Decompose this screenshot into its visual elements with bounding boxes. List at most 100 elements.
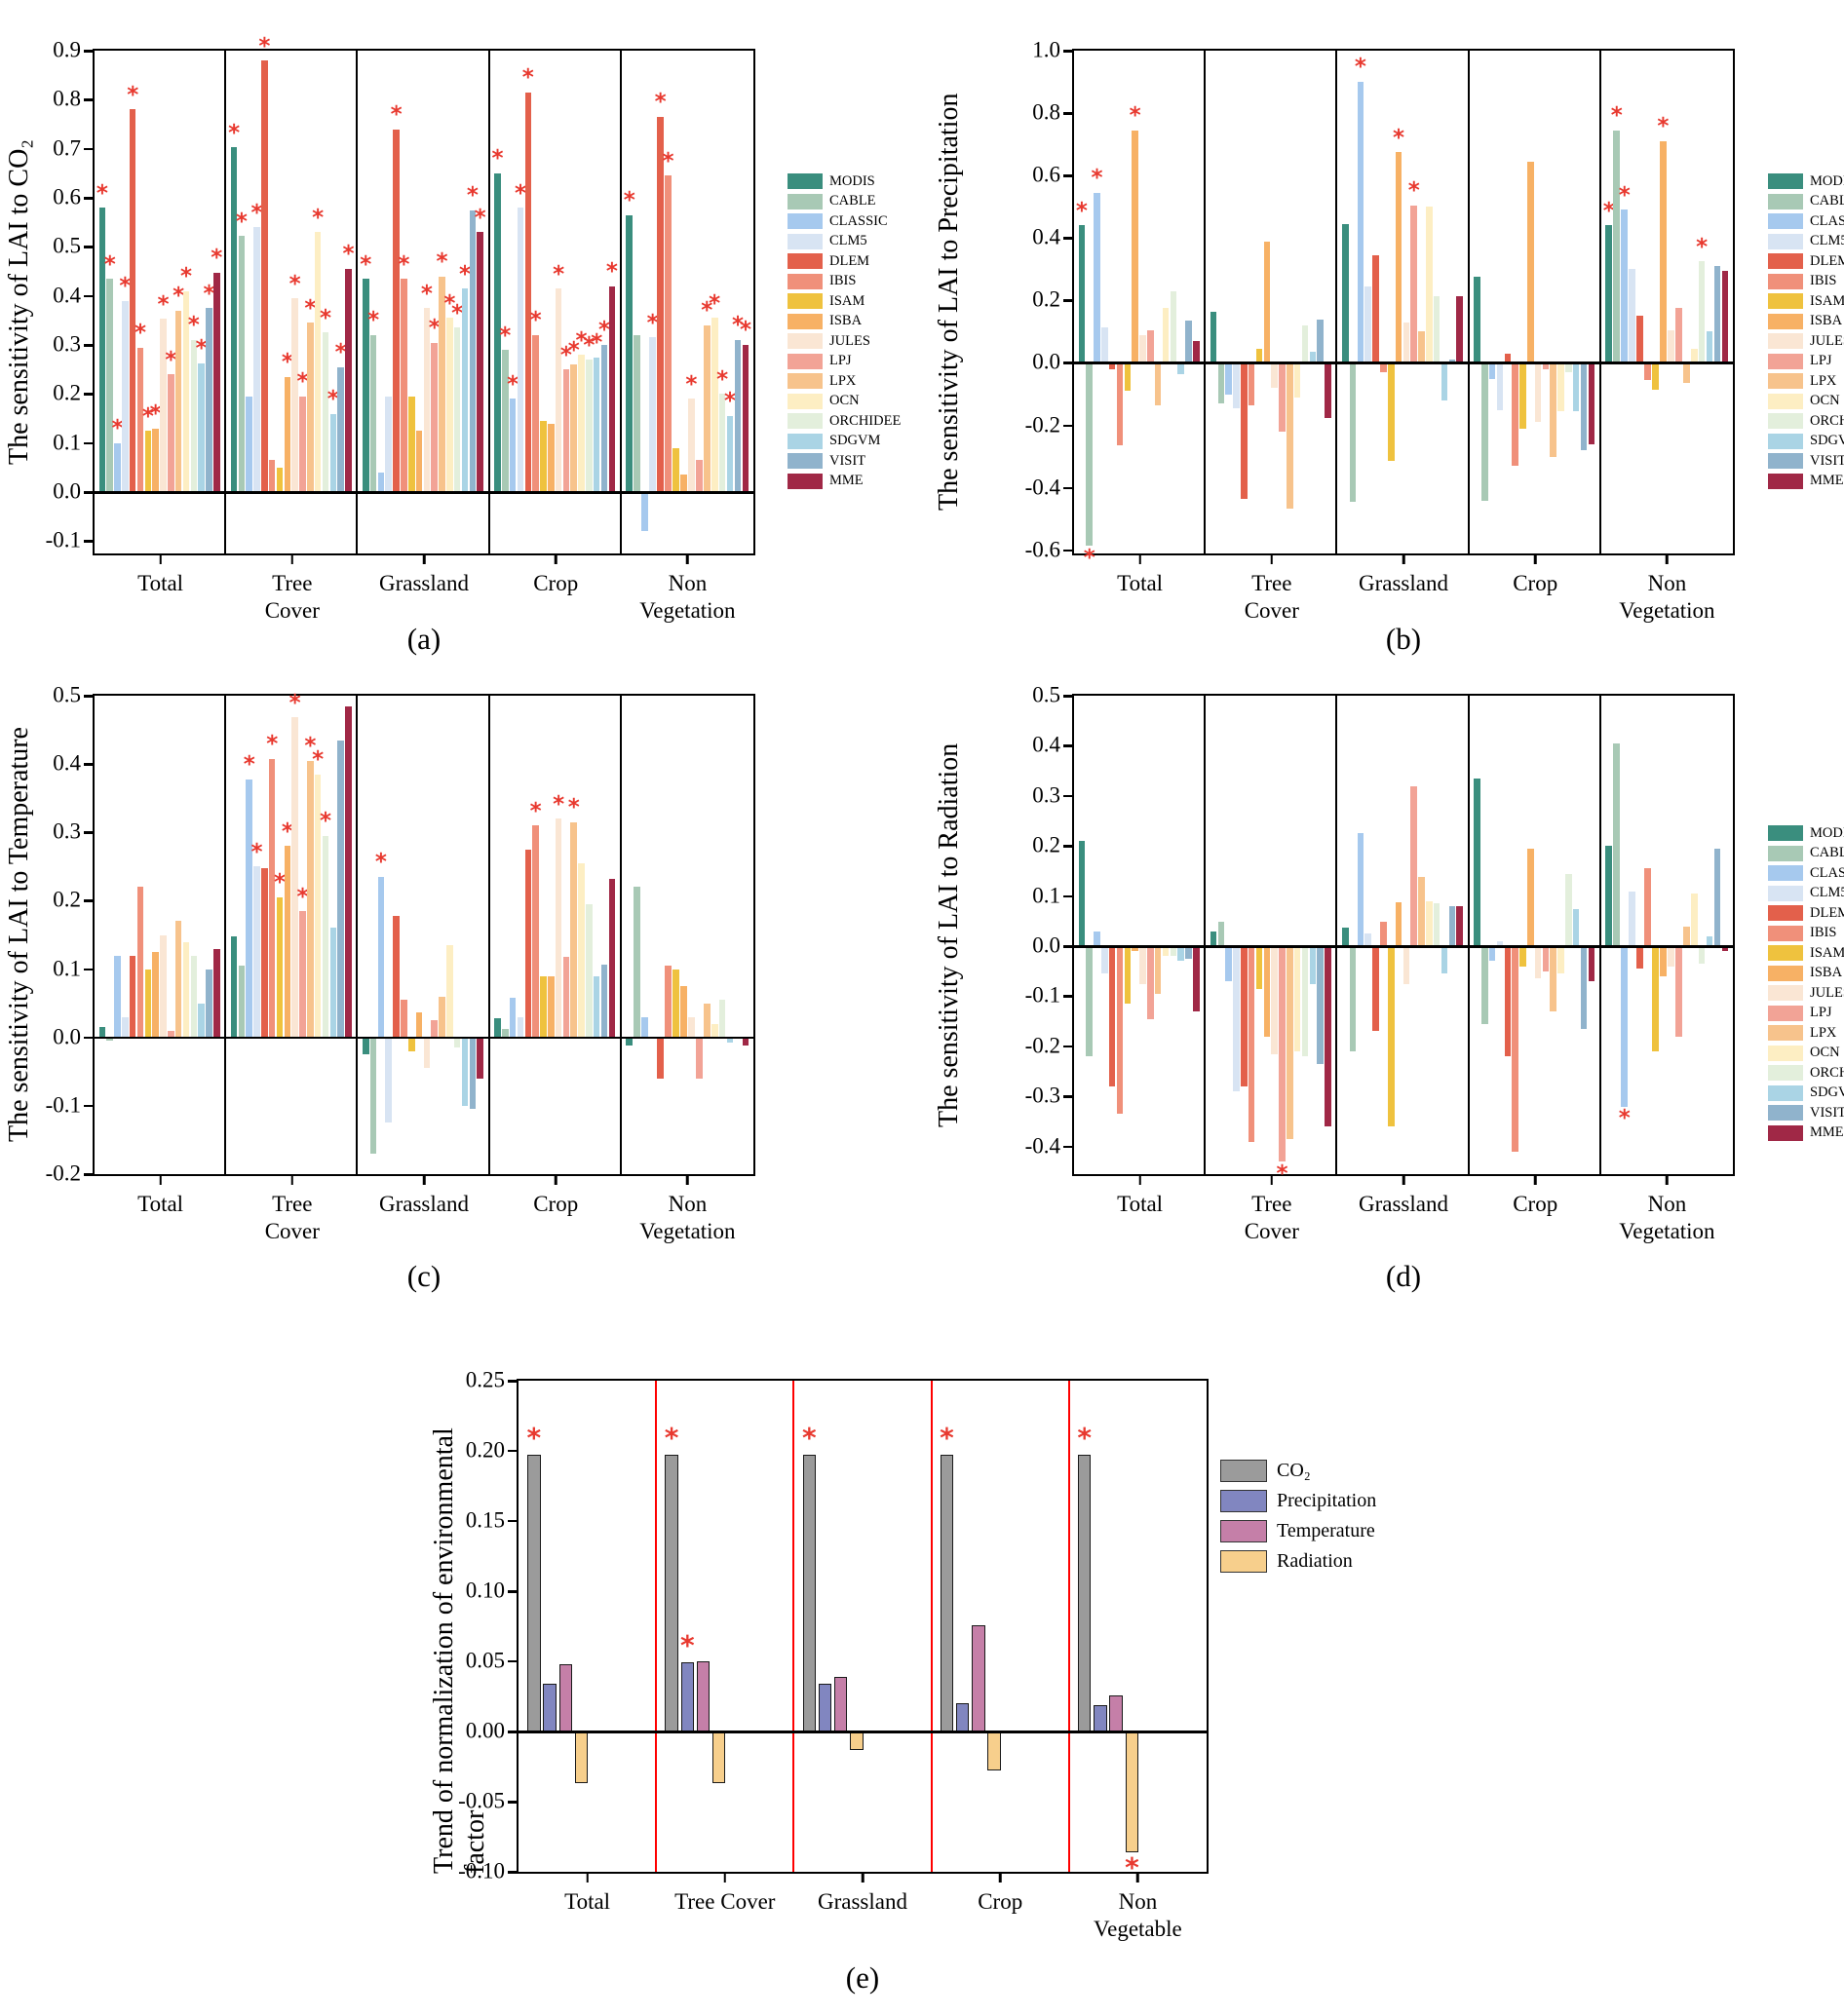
legend-swatch: [1768, 353, 1803, 369]
category-cell: * * *: [490, 696, 622, 1174]
legend-item-DLEM: DLEM: [1768, 251, 1844, 272]
bar-LPJ: [1674, 946, 1682, 1037]
bar-IBIS: [665, 966, 672, 1038]
legend-item-CLASSIC: CLASSIC: [1768, 863, 1844, 884]
legend-label: OCN: [1810, 393, 1840, 409]
significance-star: *: [203, 281, 215, 307]
y-tick-mark: [84, 968, 94, 971]
x-tick-mark: [159, 553, 162, 564]
bar-SDGVM: [726, 1037, 734, 1044]
legend-item-IBIS: IBIS: [1768, 924, 1844, 944]
legend-swatch: [1768, 173, 1803, 190]
x-category-label: Grassland: [1359, 571, 1448, 595]
bar-IBIS: [268, 758, 276, 1038]
legend-swatch: [1768, 985, 1803, 1002]
bar-MME: [742, 345, 749, 493]
bar-CABLE: [1217, 362, 1225, 404]
bar-ORCHIDEE: [1170, 946, 1177, 957]
bar-MME: [1192, 946, 1200, 1011]
bar-SDGVM: [1572, 908, 1580, 947]
legend-label: CO₂: [1277, 1460, 1311, 1481]
significance-star: *: [165, 347, 177, 373]
x-tick-mark: [1138, 553, 1141, 564]
significance-star: *: [491, 146, 504, 172]
bar-DLEM: [1636, 946, 1643, 970]
bar-ORCHIDEE: [322, 835, 329, 1038]
significance-star: *: [195, 336, 208, 362]
bar-CLASSIC: [246, 779, 253, 1038]
y-tick-label: 0.25: [465, 1367, 505, 1392]
bar-SDGVM: [1441, 946, 1448, 974]
bar-JULES: [1534, 362, 1542, 423]
legend-swatch: [1768, 233, 1803, 249]
bar-CLASSIC: [1094, 931, 1100, 947]
bar-LPX: [703, 324, 711, 493]
bar-CLM5: [253, 866, 260, 1038]
zero-line: [95, 491, 753, 494]
legend-item-DLEM: DLEM: [1768, 903, 1844, 924]
bar-ORCHIDEE: [1565, 362, 1572, 373]
zero-line: [1074, 361, 1733, 364]
x-tick-mark: [686, 553, 689, 564]
bar-JULES: [1402, 322, 1410, 363]
bar-ISBA: [1395, 902, 1402, 947]
legend-item-JULES: JULES: [1768, 983, 1844, 1004]
category-cell: * * * * * * * * * * * *: [358, 51, 490, 553]
bar-ISBA: [547, 423, 555, 493]
y-tick-mark: [508, 1590, 518, 1593]
legend-swatch: [788, 313, 823, 329]
bar-ISBA: [1132, 130, 1138, 363]
y-axis-title-b: The sensitivity of LAI to Precipitation: [934, 93, 964, 512]
bar-LPJ: [168, 1030, 174, 1038]
bar-LPX: [174, 310, 182, 493]
bar-ORCHIDEE: [718, 394, 726, 493]
y-tick-label: 0.4: [1032, 732, 1060, 757]
plot-area-e: * * * * * * * 0.25 0.20 0.15 0.10 0.05 0.00 -0.05 -0.1…: [458, 1367, 1209, 1941]
bar-CLM5: [1364, 285, 1372, 363]
legend-label: JULES: [1810, 332, 1844, 349]
bar-LPJ: [299, 396, 306, 493]
bar-IBIS: [401, 279, 407, 493]
y-tick-mark: [1063, 1145, 1073, 1149]
legend-swatch: [1220, 1490, 1267, 1512]
bar-CABLE: [106, 279, 113, 493]
y-tick-mark: [1063, 549, 1073, 552]
bar-CLASSIC: [1357, 833, 1364, 947]
significance-star: *: [342, 242, 355, 268]
x-tick-mark: [998, 1872, 1002, 1883]
bar-LPJ: [1147, 946, 1154, 1019]
bar-LPX: [1682, 926, 1690, 947]
bar-Temperature: [696, 1661, 711, 1731]
bar-CABLE: [502, 1029, 509, 1038]
bar-LPX: [439, 996, 445, 1038]
legend-item-CLM5: CLM5: [788, 232, 901, 252]
significance-star: *: [701, 298, 713, 324]
y-tick-mark: [508, 1659, 518, 1663]
legend-label: ISAM: [1810, 292, 1844, 309]
x-category-label: Non Vegetation: [639, 571, 736, 623]
panel-letter-e: (e): [845, 1960, 880, 1995]
x-category-label: Total: [137, 1192, 184, 1216]
significance-star: *: [119, 274, 132, 300]
bar-SDGVM: [461, 288, 469, 493]
significance-star: *: [374, 850, 387, 876]
bar-SDGVM: [726, 416, 734, 493]
bar-CLASSIC: [641, 492, 649, 532]
bar-IBIS: [136, 347, 144, 493]
significance-star: *: [559, 342, 572, 368]
legend-item-CABLE: CABLE: [788, 192, 901, 212]
legend-swatch: [1768, 1124, 1803, 1141]
significance-star: *: [1610, 103, 1623, 130]
legend-item-SDGVM: SDGVM: [788, 432, 901, 452]
y-tick-label: 0.15: [465, 1507, 505, 1533]
legend-swatch: [1768, 1005, 1803, 1021]
y-tick-mark: [1063, 845, 1073, 848]
bar-CLM5: [517, 1016, 524, 1038]
red-separator: [1067, 1381, 1070, 1872]
legend-item-CABLE: CABLE: [1768, 844, 1844, 864]
significance-star: *: [179, 264, 192, 290]
bar-CLM5: [1233, 946, 1240, 1092]
bar-OCN: [1293, 946, 1301, 1052]
bar-IBIS: [268, 460, 276, 493]
bar-CABLE: [634, 334, 641, 493]
